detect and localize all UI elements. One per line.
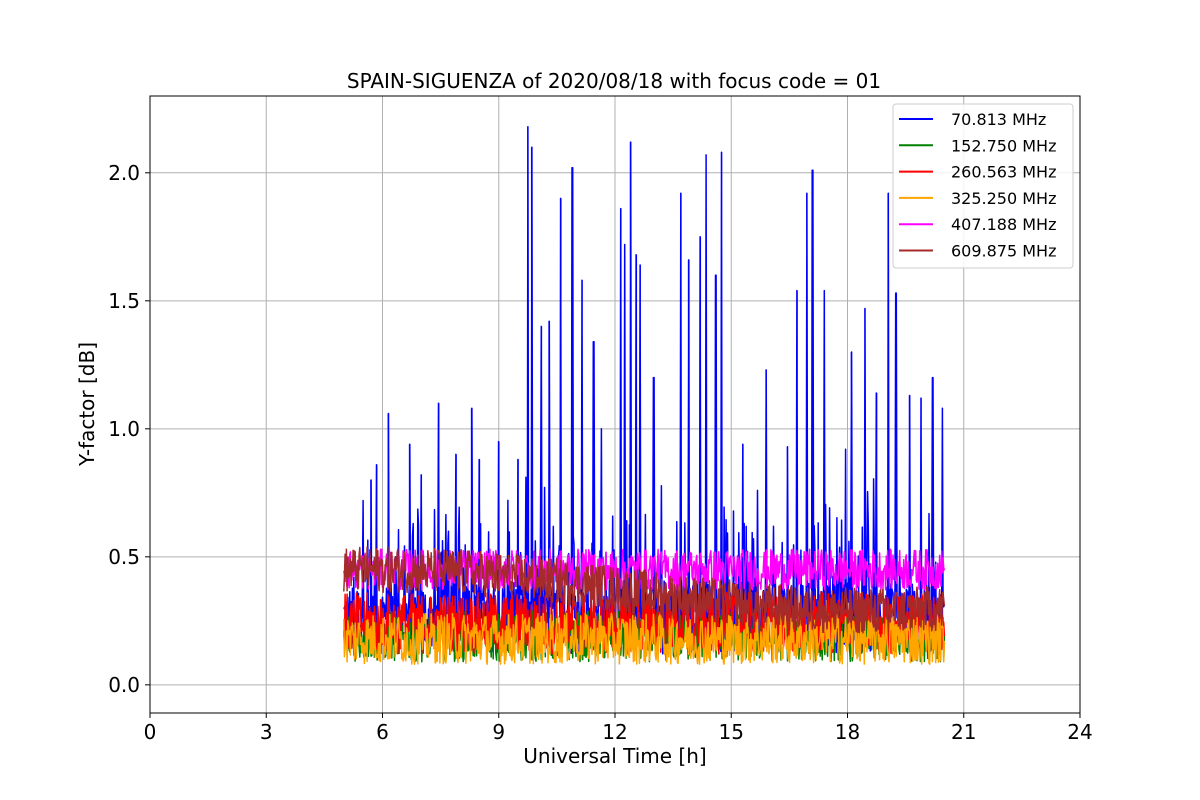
x-axis-label: Universal Time [h]	[523, 744, 706, 768]
y-axis-label: Y-factor [dB]	[75, 342, 99, 467]
legend-entry: 152.750 MHz	[951, 136, 1056, 155]
y-axis: 0.0 0.5 1.0 1.5 2.0	[108, 161, 150, 697]
legend-box	[892, 103, 1074, 269]
legend-entry: 70.813 MHz	[951, 110, 1046, 129]
legend-entry: 407.188 MHz	[951, 215, 1056, 234]
x-tick-label: 9	[492, 720, 505, 744]
series-layer	[343, 125, 946, 666]
legend-entry: 609.875 MHz	[951, 242, 1056, 261]
x-tick-label: 24	[1067, 720, 1092, 744]
legend-entry: 260.563 MHz	[951, 163, 1056, 182]
x-tick-label: 15	[719, 720, 744, 744]
legend-entry: 325.250 MHz	[951, 189, 1056, 208]
y-tick-label: 0.5	[108, 545, 140, 569]
x-axis: 0 3 6 9 12 15 18 21 24	[144, 713, 1093, 744]
series-line	[343, 546, 946, 634]
x-tick-label: 12	[602, 720, 627, 744]
x-tick-label: 18	[835, 720, 860, 744]
x-tick-label: 0	[144, 720, 157, 744]
x-tick-label: 21	[951, 720, 976, 744]
x-tick-label: 6	[376, 720, 389, 744]
y-tick-label: 1.5	[108, 289, 140, 313]
legend: 70.813 MHz 152.750 MHz 260.563 MHz 325.250 …	[892, 103, 1074, 269]
series-line	[343, 612, 946, 666]
y-tick-label: 1.0	[108, 417, 140, 441]
x-tick-label: 3	[260, 720, 273, 744]
y-tick-label: 2.0	[108, 161, 140, 185]
y-tick-label: 0.0	[108, 673, 140, 697]
chart-title: SPAIN-SIGUENZA of 2020/08/18 with focus …	[347, 69, 881, 93]
